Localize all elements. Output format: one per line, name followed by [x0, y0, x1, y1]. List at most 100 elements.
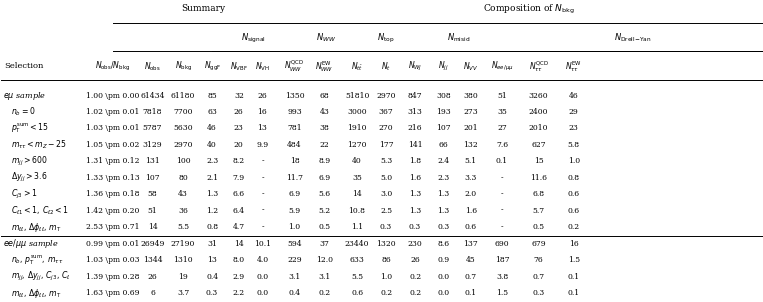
Text: 0.0: 0.0: [437, 273, 449, 281]
Text: 2.2: 2.2: [233, 289, 245, 297]
Text: $N_{\mathrm{top}}$: $N_{\mathrm{top}}$: [378, 32, 394, 45]
Text: 3.7: 3.7: [177, 289, 189, 297]
Text: 2970: 2970: [376, 92, 396, 100]
Text: 2.3: 2.3: [437, 174, 449, 182]
Text: 0.6: 0.6: [465, 223, 477, 231]
Text: 1.00 \pm 0.00: 1.00 \pm 0.00: [86, 92, 140, 100]
Text: $p_{\mathrm{T}}^{\mathrm{sum}} < 15$: $p_{\mathrm{T}}^{\mathrm{sum}} < 15$: [11, 122, 49, 135]
Text: 2.0: 2.0: [465, 190, 477, 198]
Text: 0.1: 0.1: [496, 157, 508, 165]
Text: $N_{\mathrm{VBF}}$: $N_{\mathrm{VBF}}$: [230, 60, 248, 72]
Text: 29: 29: [569, 108, 578, 116]
Text: 6.8: 6.8: [533, 190, 545, 198]
Text: $m_{\ell\ell},\, \Delta\phi_{\ell\ell},\, m_{\mathrm{T}}$: $m_{\ell\ell},\, \Delta\phi_{\ell\ell},\…: [11, 220, 61, 233]
Text: 0.6: 0.6: [568, 190, 580, 198]
Text: 679: 679: [531, 240, 546, 248]
Text: 1.3: 1.3: [437, 207, 449, 215]
Text: 19: 19: [179, 273, 188, 281]
Text: 229: 229: [287, 256, 302, 264]
Text: 13: 13: [208, 256, 217, 264]
Text: 3000: 3000: [347, 108, 367, 116]
Text: 0.5: 0.5: [318, 223, 330, 231]
Text: 9.9: 9.9: [256, 141, 269, 149]
Text: 26: 26: [148, 273, 157, 281]
Text: 0.2: 0.2: [409, 273, 421, 281]
Text: 0.0: 0.0: [256, 273, 269, 281]
Text: 0.4: 0.4: [206, 273, 218, 281]
Text: 993: 993: [287, 108, 302, 116]
Text: Selection: Selection: [5, 63, 44, 70]
Text: $C_{\ell 1} < 1,\, C_{\ell 2} < 1$: $C_{\ell 1} < 1,\, C_{\ell 2} < 1$: [11, 204, 69, 217]
Text: 38: 38: [320, 124, 329, 133]
Text: -: -: [261, 174, 264, 182]
Text: 5787: 5787: [143, 124, 163, 133]
Text: $N_{\mathrm{obs}}/N_{\mathrm{bkg}}$: $N_{\mathrm{obs}}/N_{\mathrm{bkg}}$: [95, 60, 130, 73]
Text: 5.8: 5.8: [568, 141, 580, 149]
Text: 1.3: 1.3: [409, 207, 421, 215]
Text: 627: 627: [531, 141, 546, 149]
Text: $N_{\mathrm{Drell\!-\!Yan}}$: $N_{\mathrm{Drell\!-\!Yan}}$: [613, 32, 652, 44]
Text: 1310: 1310: [173, 256, 193, 264]
Text: 0.4: 0.4: [288, 289, 301, 297]
Text: 5.1: 5.1: [465, 157, 477, 165]
Text: Summary: Summary: [182, 5, 226, 14]
Text: 484: 484: [287, 141, 302, 149]
Text: 22: 22: [320, 141, 329, 149]
Text: 1270: 1270: [347, 141, 367, 149]
Text: $N_{\tau\tau}^{\mathrm{EW}}$: $N_{\tau\tau}^{\mathrm{EW}}$: [565, 59, 582, 74]
Text: $m_{jj} > 600$: $m_{jj} > 600$: [11, 155, 47, 168]
Text: 2.4: 2.4: [437, 157, 449, 165]
Text: 0.1: 0.1: [465, 289, 477, 297]
Text: -: -: [501, 207, 504, 215]
Text: 61434: 61434: [140, 92, 165, 100]
Text: 8.6: 8.6: [437, 240, 449, 248]
Text: -: -: [501, 223, 504, 231]
Text: 230: 230: [407, 240, 423, 248]
Text: 76: 76: [534, 256, 543, 264]
Text: 308: 308: [436, 92, 451, 100]
Text: 367: 367: [378, 108, 394, 116]
Text: 11.7: 11.7: [286, 174, 303, 182]
Text: 6.4: 6.4: [233, 207, 245, 215]
Text: $N_{Wj}$: $N_{Wj}$: [408, 60, 422, 73]
Text: 1.8: 1.8: [409, 157, 421, 165]
Text: 23440: 23440: [345, 240, 369, 248]
Text: 20: 20: [234, 141, 243, 149]
Text: 270: 270: [378, 124, 394, 133]
Text: 1.03 \pm 0.01: 1.03 \pm 0.01: [86, 124, 140, 133]
Text: $e\mu$ sample: $e\mu$ sample: [3, 90, 46, 102]
Text: 5.6: 5.6: [318, 190, 330, 198]
Text: 31: 31: [208, 240, 217, 248]
Text: 2.3: 2.3: [206, 157, 218, 165]
Text: 1.1: 1.1: [351, 223, 363, 231]
Text: 35: 35: [497, 108, 507, 116]
Text: 40: 40: [353, 157, 362, 165]
Text: 26: 26: [410, 256, 420, 264]
Text: 594: 594: [287, 240, 302, 248]
Text: 107: 107: [145, 174, 160, 182]
Text: 0.9: 0.9: [437, 256, 449, 264]
Text: 1.5: 1.5: [568, 256, 580, 264]
Text: $N_{ee/\mu\mu}$: $N_{ee/\mu\mu}$: [491, 60, 513, 73]
Text: 1.03 \pm 0.03: 1.03 \pm 0.03: [86, 256, 140, 264]
Text: 1.05 \pm 0.02: 1.05 \pm 0.02: [86, 141, 140, 149]
Text: 13: 13: [258, 124, 267, 133]
Text: 61180: 61180: [171, 92, 195, 100]
Text: 3.0: 3.0: [380, 190, 392, 198]
Text: 23: 23: [234, 124, 243, 133]
Text: 201: 201: [463, 124, 478, 133]
Text: 66: 66: [439, 141, 448, 149]
Text: 0.1: 0.1: [568, 273, 580, 281]
Text: 177: 177: [378, 141, 394, 149]
Text: 1320: 1320: [376, 240, 396, 248]
Text: $N_{\mathrm{VH}}$: $N_{\mathrm{VH}}$: [255, 60, 270, 72]
Text: 1910: 1910: [347, 124, 367, 133]
Text: -: -: [261, 207, 264, 215]
Text: 40: 40: [208, 141, 217, 149]
Text: 46: 46: [569, 92, 578, 100]
Text: 216: 216: [407, 124, 423, 133]
Text: $N_{\mathrm{ggF}}$: $N_{\mathrm{ggF}}$: [204, 60, 221, 73]
Text: $N_{WW}^{\mathrm{QCD}}$: $N_{WW}^{\mathrm{QCD}}$: [285, 59, 304, 74]
Text: 193: 193: [436, 108, 451, 116]
Text: 14: 14: [148, 223, 157, 231]
